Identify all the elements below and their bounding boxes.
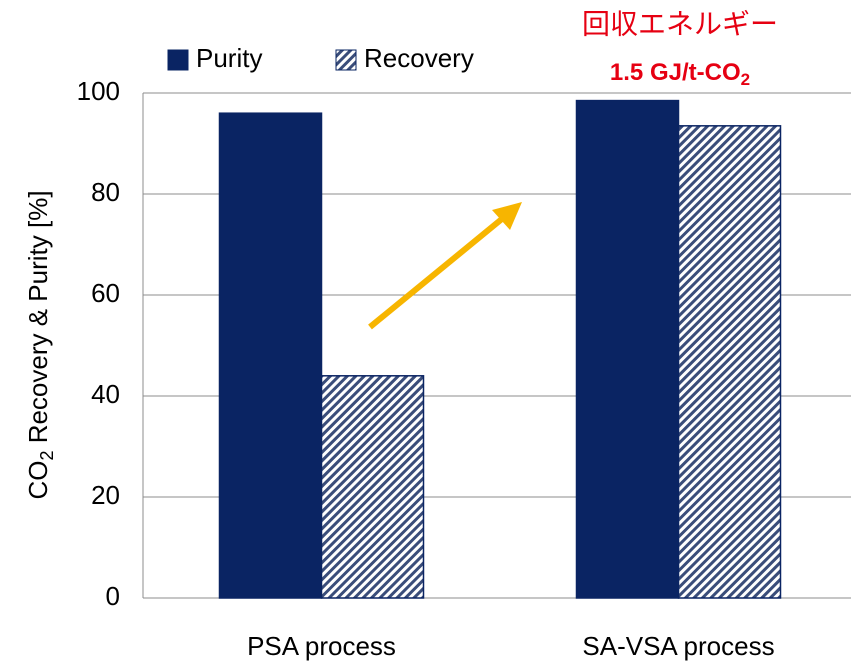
annotation-line-1: 回収エネルギー [582, 8, 778, 39]
x-tick-label: PSA process [247, 631, 396, 661]
plot: 0 20 40 60 80 100 PSA process SA-VSA process Pur… [77, 43, 851, 661]
arrow-shaft [368, 211, 510, 330]
bar [677, 125, 782, 599]
y-tick-label: 80 [91, 177, 120, 207]
bar [320, 375, 425, 599]
y-tick-label: 20 [91, 480, 120, 510]
y-tick-label: 0 [106, 581, 120, 611]
bar [218, 112, 323, 599]
annotation-line-2: 1.5 GJ/t-CO2 [610, 59, 750, 89]
legend-swatch [167, 49, 189, 71]
legend-swatch [335, 49, 357, 71]
y-tick-label: 60 [91, 278, 120, 308]
y-axis-label: CO2 Recovery & Purity [%] [23, 190, 57, 499]
bar [575, 99, 680, 599]
x-tick-label: SA-VSA process [582, 631, 774, 661]
legend-label: Purity [196, 43, 262, 73]
legend-label: Recovery [364, 43, 474, 73]
y-tick-label: 40 [91, 379, 120, 409]
y-tick-label: 100 [77, 76, 120, 106]
arrow-head [492, 202, 522, 230]
